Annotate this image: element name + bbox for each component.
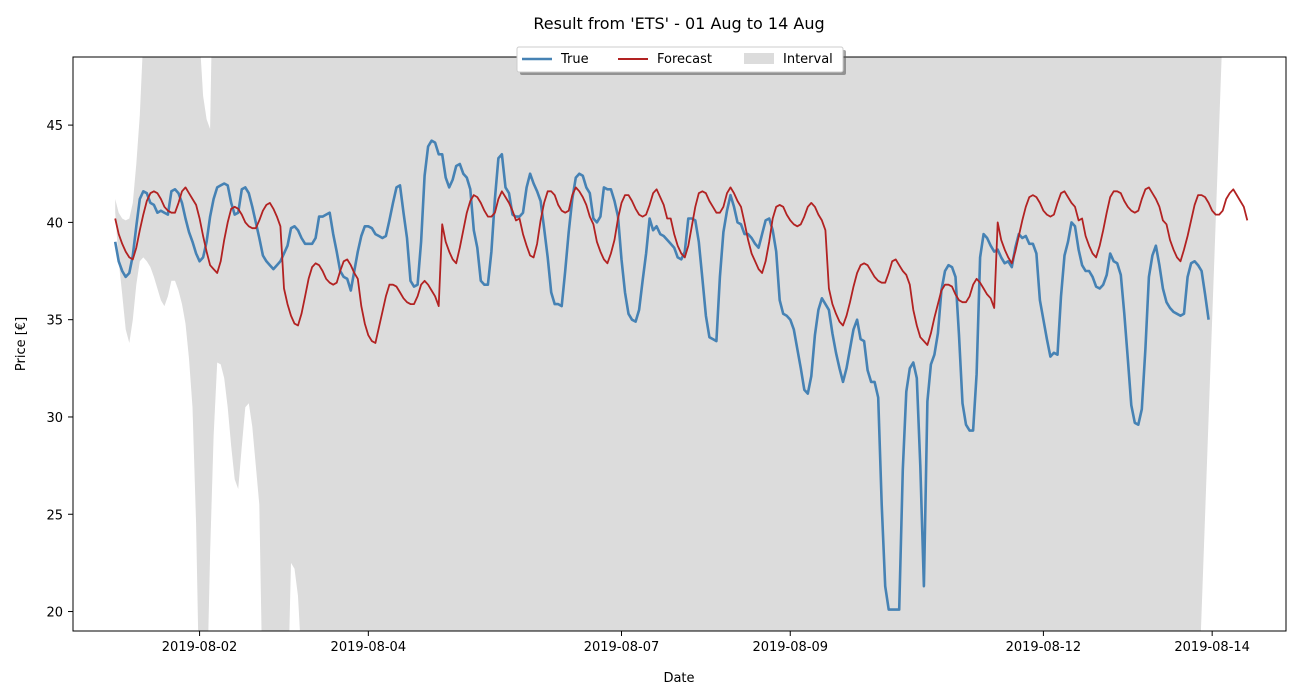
x-axis-label: Date (663, 671, 694, 686)
y-tick-label: 45 (46, 119, 63, 134)
x-tick-label: 2019-08-04 (331, 640, 407, 655)
legend: True Forecast Interval (516, 46, 846, 75)
plot-area (72, 56, 1287, 632)
y-tick-label: 30 (46, 411, 63, 426)
legend-label-true: True (560, 52, 589, 67)
y-tick-label: 20 (46, 606, 63, 621)
y-tick-label: 40 (46, 216, 63, 231)
x-axis: 2019-08-02 2019-08-04 2019-08-07 2019-08-09… (162, 631, 1250, 655)
series-line-true (113, 139, 1210, 611)
y-axis: 20 25 30 35 40 45 (46, 119, 73, 621)
y-axis-label: Price [€] (14, 317, 29, 371)
x-tick-label: 2019-08-12 (1006, 640, 1082, 655)
interval-band (115, 57, 1222, 631)
legend-swatch-interval (744, 53, 774, 64)
y-tick-label: 25 (46, 508, 63, 523)
legend-label-interval: Interval (783, 52, 833, 67)
x-tick-label: 2019-08-14 (1174, 640, 1250, 655)
x-tick-label: 2019-08-09 (752, 640, 828, 655)
x-tick-label: 2019-08-07 (584, 640, 660, 655)
y-tick-label: 35 (46, 314, 63, 329)
series-line-forecast (114, 186, 1249, 346)
legend-label-forecast: Forecast (657, 52, 712, 67)
chart-title: Result from 'ETS' - 01 Aug to 14 Aug (533, 14, 824, 33)
x-tick-label: 2019-08-02 (162, 640, 238, 655)
